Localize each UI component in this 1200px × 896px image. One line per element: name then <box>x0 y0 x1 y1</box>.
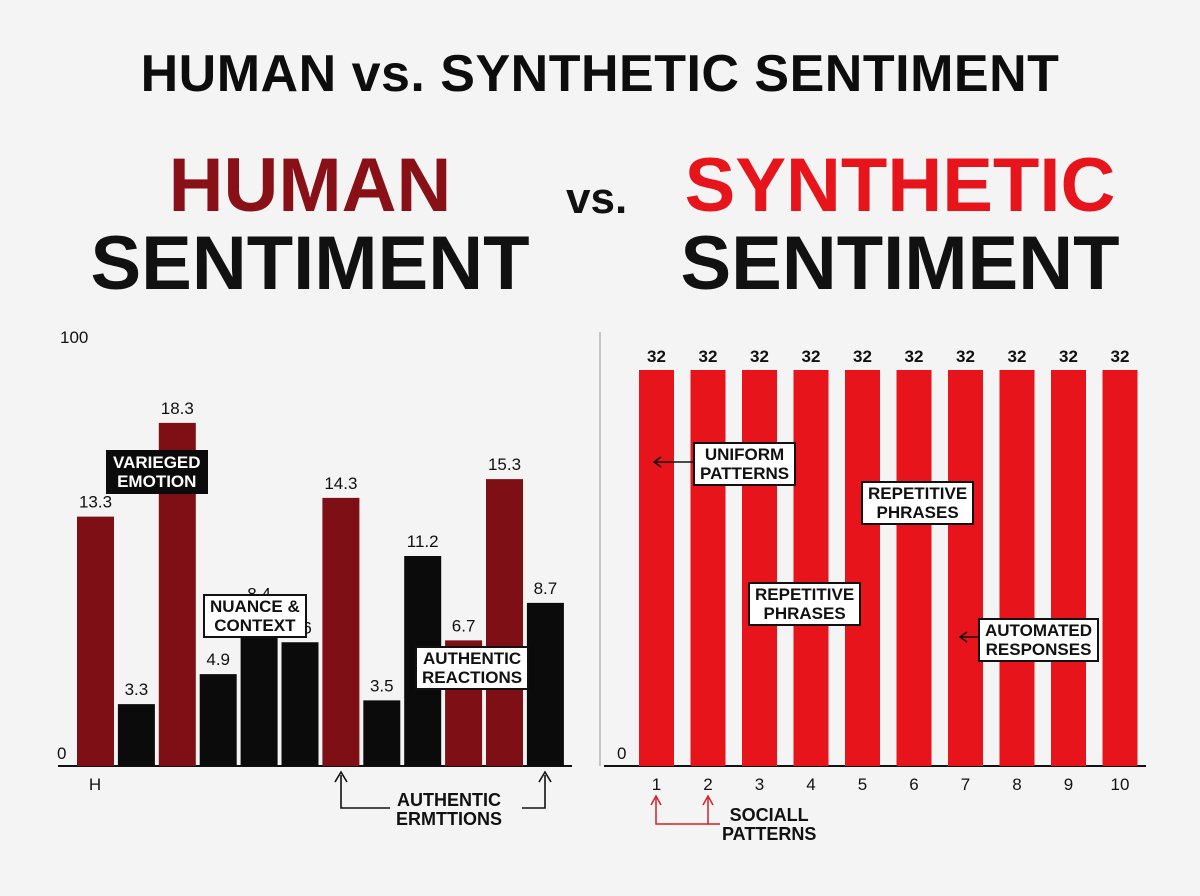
synthetic-heading-line2: SENTIMENT <box>680 221 1120 306</box>
synthetic-bar-5 <box>845 370 880 766</box>
human-sentiment-heading: HUMAN SENTIMENT <box>60 148 560 302</box>
human-bar-7 <box>322 497 360 766</box>
annotation-uniform-patterns: UNIFORM PATTERNS <box>693 442 797 486</box>
human-bar-11 <box>486 479 523 766</box>
human-x-label: H <box>89 775 101 794</box>
human-value-label-4: 4.9 <box>206 650 230 669</box>
synthetic-bar-3 <box>742 370 777 766</box>
human-bar-12 <box>526 602 564 766</box>
synthetic-value-label-2: 32 <box>699 347 718 366</box>
annotation-nuance-context: NUANCE & CONTEXT <box>203 594 307 638</box>
synthetic-x-tick-6: 6 <box>909 775 918 794</box>
human-value-label-12: 8.7 <box>534 579 558 598</box>
sociall-bracket <box>655 798 709 825</box>
synthetic-value-label-8: 32 <box>1008 347 1027 366</box>
synthetic-value-label-4: 32 <box>802 347 821 366</box>
human-bar-1 <box>77 516 114 766</box>
synthetic-x-tick-2: 2 <box>703 775 712 794</box>
synthetic-bar-8 <box>999 370 1035 766</box>
synthetic-value-label-5: 32 <box>853 347 872 366</box>
synthetic-value-label-3: 32 <box>750 347 769 366</box>
annotation-sociall-patterns: SOCIALL PATTERNS <box>722 805 817 844</box>
human-bracket-right <box>522 775 546 809</box>
annotation-repetitive-phrases-top: REPETITIVE PHRASES <box>861 481 975 525</box>
synthetic-bar-10 <box>1102 370 1138 766</box>
synthetic-bar-6 <box>896 370 932 766</box>
human-bar-2 <box>117 704 155 766</box>
synthetic-heading-line1: SYNTHETIC <box>684 143 1116 228</box>
human-value-label-8: 3.5 <box>370 676 394 695</box>
synthetic-value-label-9: 32 <box>1059 347 1078 366</box>
synthetic-value-label-1: 32 <box>647 347 666 366</box>
human-value-label-3: 18.3 <box>161 399 194 418</box>
synthetic-x-tick-5: 5 <box>858 775 867 794</box>
main-title: HUMAN vs. SYNTHETIC SENTIMENT <box>140 45 1060 103</box>
human-y-tick-100: 100 <box>60 328 88 347</box>
arrow-up-icon <box>538 770 552 783</box>
human-bar-8 <box>363 700 401 766</box>
human-value-label-2: 3.3 <box>125 680 149 699</box>
synthetic-sentiment-heading: SYNTHETIC SENTIMENT <box>660 148 1140 302</box>
human-bar-6 <box>281 642 319 766</box>
human-heading-line2: SENTIMENT <box>90 221 530 306</box>
human-heading-line1: HUMAN <box>168 143 452 228</box>
arrow-left-icon <box>652 456 662 468</box>
synthetic-bar-2 <box>690 370 726 766</box>
synthetic-value-label-10: 32 <box>1111 347 1130 366</box>
annotation-authentic-reactions: AUTHENTIC REACTIONS <box>415 646 530 690</box>
human-y-tick-0: 0 <box>57 744 66 763</box>
human-value-label-7: 14.3 <box>324 474 357 493</box>
annotation-varieged-emotion: VARIEGED EMOTION <box>106 450 208 494</box>
synthetic-x-tick-9: 9 <box>1064 775 1073 794</box>
annotation-authentic-ermttions: AUTHENTIC ERMTTIONS <box>396 790 502 829</box>
human-bracket-left <box>340 775 390 809</box>
annotation-automated-responses: AUTOMATED RESPONSES <box>978 618 1100 662</box>
synthetic-x-tick-8: 8 <box>1012 775 1021 794</box>
human-value-label-11: 15.3 <box>488 455 521 474</box>
synthetic-value-label-6: 32 <box>905 347 924 366</box>
synthetic-y-tick-0: 0 <box>617 744 626 763</box>
synthetic-x-tick-4: 4 <box>806 775 815 794</box>
human-bar-4 <box>199 674 237 766</box>
arrow-left-icon <box>958 631 968 643</box>
synthetic-bar-7 <box>948 370 983 766</box>
human-value-label-9: 11.2 <box>407 532 439 551</box>
synthetic-x-tick-1: 1 <box>652 775 661 794</box>
arrow-up-icon <box>702 794 714 806</box>
synthetic-bar-1 <box>639 370 674 766</box>
arrow-up-icon <box>334 770 348 783</box>
synthetic-bar-4 <box>793 370 829 766</box>
arrow-up-icon <box>650 794 662 806</box>
human-value-label-10: 6.7 <box>452 616 476 635</box>
synthetic-value-label-7: 32 <box>956 347 975 366</box>
human-value-label-1: 13.3 <box>79 493 112 512</box>
synthetic-x-tick-10: 10 <box>1111 775 1130 794</box>
synthetic-x-tick-7: 7 <box>961 775 970 794</box>
vs-label: vs. <box>566 174 628 223</box>
synthetic-x-tick-3: 3 <box>755 775 764 794</box>
annotation-repetitive-phrases-middle: REPETITIVE PHRASES <box>748 582 862 626</box>
synthetic-bar-9 <box>1051 370 1086 766</box>
